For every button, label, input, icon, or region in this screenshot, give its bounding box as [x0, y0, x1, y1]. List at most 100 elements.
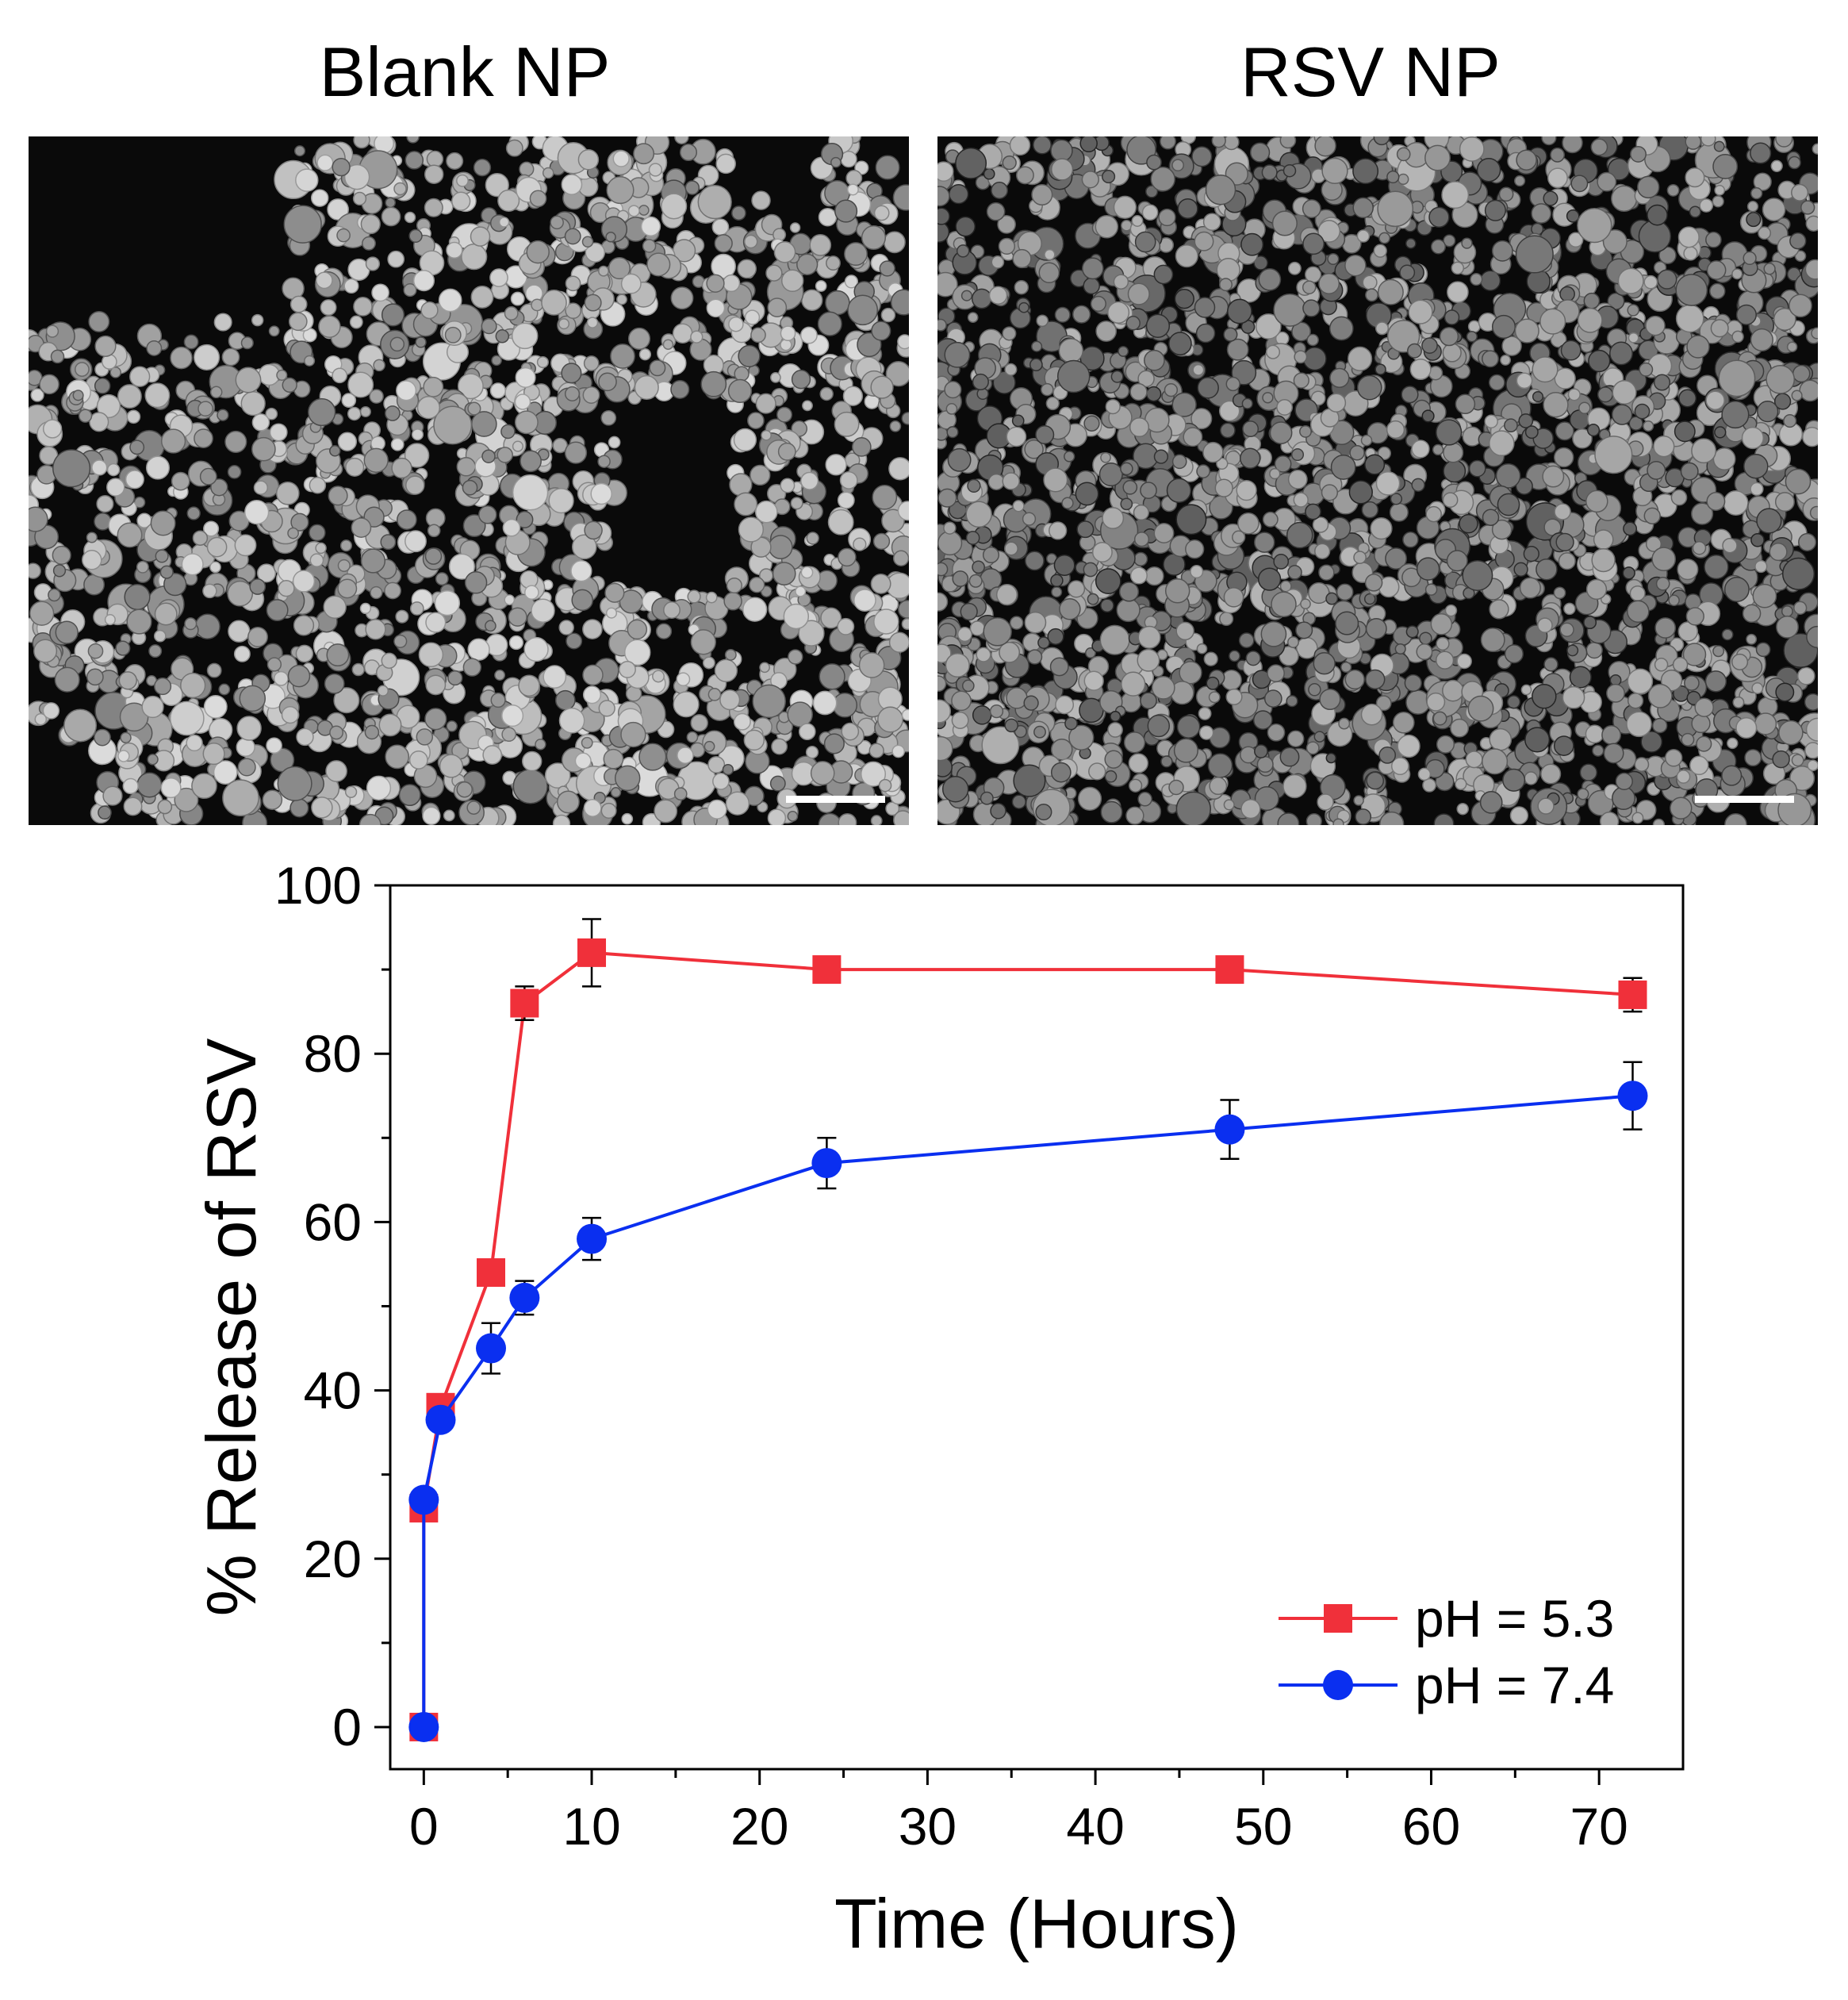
- nanoparticle: [1433, 813, 1455, 825]
- nanoparticle: [972, 373, 989, 390]
- nanoparticle: [481, 449, 496, 463]
- nanoparticle: [514, 410, 539, 435]
- nanoparticle: [1553, 586, 1566, 600]
- nanoparticle: [541, 290, 567, 316]
- nanoparticle: [726, 577, 742, 594]
- nanoparticle: [370, 585, 383, 600]
- nanoparticle: [1009, 616, 1024, 630]
- nanoparticle: [1353, 551, 1367, 564]
- data-point: [510, 988, 539, 1018]
- nanoparticle: [309, 476, 327, 494]
- nanoparticle: [1321, 484, 1339, 501]
- nanoparticle: [490, 693, 506, 708]
- nanoparticle: [1287, 469, 1308, 489]
- nanoparticle: [724, 648, 737, 661]
- nanoparticle: [1742, 604, 1762, 624]
- nanoparticle: [1353, 795, 1364, 806]
- nanoparticle: [1732, 696, 1745, 708]
- nanoparticle: [1083, 562, 1098, 578]
- nanoparticle: [1524, 771, 1539, 785]
- nanoparticle: [1750, 186, 1763, 200]
- nanoparticle: [1422, 777, 1437, 793]
- nanoparticle: [287, 527, 299, 539]
- nanoparticle: [404, 151, 424, 170]
- nanoparticle: [937, 318, 947, 332]
- nanoparticle: [1011, 794, 1026, 809]
- nanoparticle: [345, 457, 365, 477]
- nanoparticle: [1664, 749, 1683, 767]
- nanoparticle: [722, 274, 741, 293]
- nanoparticle: [648, 163, 663, 177]
- nanoparticle: [1750, 482, 1764, 497]
- nanoparticle: [1273, 293, 1307, 327]
- nanoparticle: [1198, 725, 1214, 740]
- nanoparticle: [1491, 519, 1513, 540]
- nanoparticle: [1271, 210, 1298, 236]
- nanoparticle: [1105, 398, 1121, 415]
- nanoparticle: [548, 487, 574, 514]
- nanoparticle: [1645, 315, 1666, 336]
- nanoparticle: [584, 520, 603, 540]
- nanoparticle: [767, 298, 788, 317]
- nanoparticle: [1502, 768, 1526, 792]
- nanoparticle: [1743, 251, 1757, 266]
- nanoparticle: [289, 295, 308, 313]
- nanoparticle: [883, 231, 906, 254]
- nanoparticle: [1559, 286, 1575, 302]
- nanoparticle: [1408, 299, 1433, 324]
- nanoparticle: [290, 512, 309, 532]
- nanoparticle: [1497, 493, 1520, 516]
- nanoparticle: [612, 150, 630, 167]
- nanoparticle: [359, 602, 372, 615]
- nanoparticle: [728, 316, 744, 332]
- nanoparticle: [251, 313, 264, 327]
- nanoparticle: [423, 376, 444, 397]
- nanoparticle: [1532, 390, 1544, 403]
- nanoparticle: [240, 390, 266, 417]
- nanoparticle: [674, 136, 689, 144]
- nanoparticle: [381, 652, 397, 669]
- nanoparticle: [1513, 562, 1528, 577]
- nanoparticle: [1043, 467, 1068, 493]
- nanoparticle: [1044, 248, 1056, 261]
- nanoparticle: [1335, 611, 1359, 635]
- nanoparticle: [1365, 288, 1378, 302]
- nanoparticle: [1168, 332, 1192, 355]
- nanoparticle: [536, 355, 549, 369]
- nanoparticle: [1328, 316, 1354, 341]
- nanoparticle: [672, 323, 693, 344]
- nanoparticle: [369, 389, 384, 404]
- nanoparticle: [733, 428, 757, 452]
- nanoparticle: [861, 225, 887, 251]
- nanoparticle: [1183, 427, 1203, 447]
- nanoparticle: [1763, 263, 1776, 275]
- nanoparticle: [1302, 280, 1317, 294]
- nanoparticle: [1223, 799, 1235, 811]
- nanoparticle: [1306, 333, 1319, 347]
- nanoparticle: [976, 647, 991, 662]
- nanoparticle: [1291, 321, 1312, 342]
- nanoparticle: [1721, 628, 1734, 641]
- nanoparticle: [202, 583, 217, 599]
- nanoparticle: [239, 685, 266, 712]
- nanoparticle: [711, 253, 736, 279]
- nanoparticle: [50, 349, 65, 364]
- data-point: [509, 1282, 540, 1313]
- nanoparticle: [819, 663, 845, 690]
- nanoparticle: [642, 239, 657, 253]
- nanoparticle: [1261, 164, 1278, 181]
- nanoparticle: [1326, 393, 1347, 413]
- nanoparticle: [1118, 582, 1140, 602]
- nanoparticle: [396, 380, 417, 401]
- nanoparticle: [1390, 493, 1403, 505]
- nanoparticle: [1218, 400, 1240, 422]
- y-tick-label: 20: [304, 1530, 362, 1588]
- nanoparticle: [1221, 670, 1242, 691]
- nanoparticle: [1800, 200, 1815, 215]
- nanoparticle: [1102, 170, 1116, 184]
- nanoparticle: [1794, 250, 1807, 263]
- nanoparticle: [72, 390, 84, 401]
- nanoparticle: [497, 189, 520, 212]
- nanoparticle: [1783, 414, 1797, 428]
- nanoparticle: [1287, 565, 1302, 580]
